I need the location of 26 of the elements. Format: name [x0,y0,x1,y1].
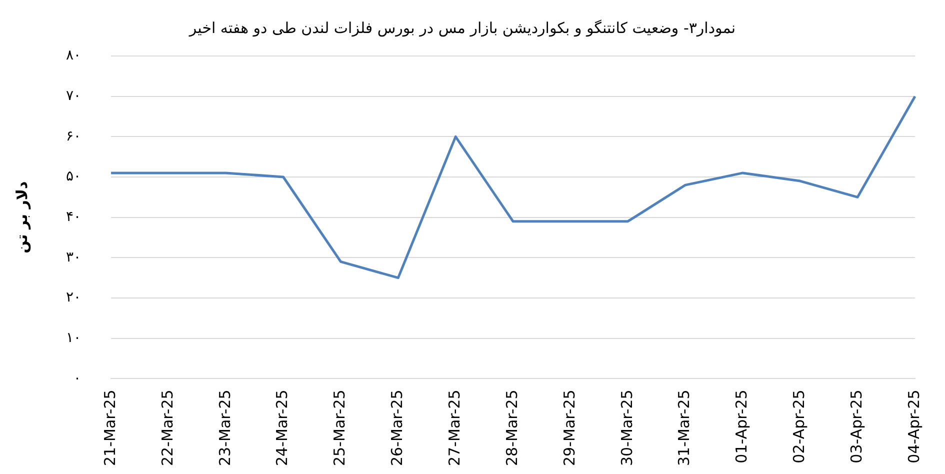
y-tick-label: ۷۰ [66,88,82,104]
y-tick-label: ۸۰ [66,48,82,64]
x-tick-label: 31-Mar-25 [675,390,694,466]
y-tick-label: ۰ [74,370,82,386]
y-tick-label: ۳۰ [66,249,82,266]
x-tick-label: 23-Mar-25 [216,390,234,466]
x-tick-label: 02-Apr-25 [790,390,808,464]
y-tick-label: ۴۰ [66,208,82,225]
x-tick-label: 29-Mar-25 [560,390,578,466]
y-axis-title: دلار بر تن [12,181,31,254]
y-tick-label: ۱۰ [66,330,82,346]
x-tick-label: 25-Mar-25 [330,390,349,466]
x-tick-label: 04-Apr-25 [904,390,923,464]
x-tick-label: 03-Apr-25 [847,390,866,464]
x-tick-label: 30-Mar-25 [618,390,636,466]
y-tick-label: ۶۰ [66,128,82,144]
x-tick-label: 01-Apr-25 [732,390,751,464]
y-tick-label: ۲۰ [66,290,82,306]
x-tick-label: 28-Mar-25 [502,390,521,466]
chart-title: نمودار۳- وضعیت کانتنگو و بکواردیشن بازار مس در بورس فلزات لندن طی دو هفته اخیر [188,18,736,37]
x-tick-label: 21-Mar-25 [100,390,119,466]
x-tick-label: 26-Mar-25 [388,390,406,466]
x-tick-label: 22-Mar-25 [158,390,176,466]
x-tick-label: 27-Mar-25 [445,390,464,466]
y-tick-label: ۵۰ [66,168,82,185]
x-tick-label: 24-Mar-25 [273,390,292,466]
